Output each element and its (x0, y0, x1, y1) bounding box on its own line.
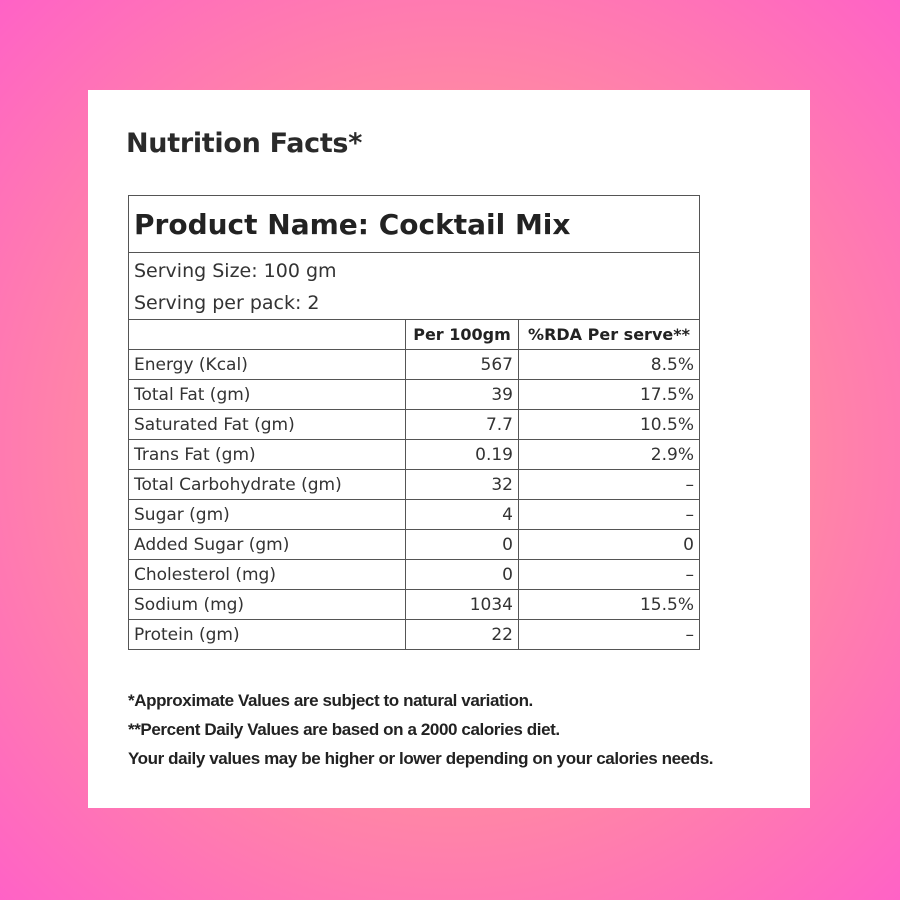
nutrient-row: Saturated Fat (gm) 7.7 10.5% (128, 409, 700, 440)
nutrient-name: Sodium (mg) (128, 589, 406, 620)
nutrient-value: 2.9% (518, 439, 700, 470)
nutrient-row: Protein (gm) 22– (128, 619, 700, 650)
nutrition-table: Product Name: Cocktail Mix Serving Size:… (128, 195, 700, 650)
column-header: Per 100gm (405, 319, 519, 350)
nutrient-row: Cholesterol (mg) 0– (128, 559, 700, 590)
nutrient-value: 1034 (405, 589, 519, 620)
title: Nutrition Facts* (126, 128, 363, 159)
nutrient-name: Sugar (gm) (128, 499, 406, 530)
nutrient-value: – (518, 469, 700, 500)
nutrient-value: – (518, 499, 700, 530)
footnote: Your daily values may be higher or lower… (128, 749, 714, 768)
nutrient-value: – (518, 619, 700, 650)
nutrient-value: 8.5% (518, 349, 700, 380)
nutrient-name: Saturated Fat (gm) (128, 409, 406, 440)
nutrient-value: 15.5% (518, 589, 700, 620)
header-blank (128, 319, 406, 350)
nutrient-value: – (518, 559, 700, 590)
footnotes: *Approximate Values are subject to natur… (128, 686, 713, 773)
serving-info: Serving Size: 100 gm Serving per pack: 2 (128, 252, 700, 320)
nutrient-value: 0 (405, 529, 519, 560)
footnote: **Percent Daily Values are based on a 20… (128, 720, 560, 739)
header-row: Per 100gm %RDA Per serve** (128, 319, 700, 350)
nutrient-row: Sugar (gm) 4– (128, 499, 700, 530)
column-header: %RDA Per serve** (518, 319, 700, 350)
nutrient-name: Trans Fat (gm) (128, 439, 406, 470)
nutrient-name: Total Fat (gm) (128, 379, 406, 410)
nutrient-value: 10.5% (518, 409, 700, 440)
nutrient-row: Sodium (mg) 1034 15.5% (128, 589, 700, 620)
nutrient-name: Protein (gm) (128, 619, 406, 650)
nutrient-row: Trans Fat (gm) 0.19 2.9% (128, 439, 700, 470)
nutrient-value: 4 (405, 499, 519, 530)
nutrient-value: 0 (405, 559, 519, 590)
servings-per-pack: Serving per pack: 2 (134, 292, 320, 314)
label-card: Nutrition Facts* Product Name: Cocktail … (88, 90, 810, 808)
nutrient-value: 32 (405, 469, 519, 500)
nutrient-name: Total Carbohydrate (gm) (128, 469, 406, 500)
nutrient-name: Cholesterol (mg) (128, 559, 406, 590)
product-row: Product Name: Cocktail Mix (128, 195, 700, 253)
footnote: *Approximate Values are subject to natur… (128, 691, 533, 710)
nutrient-value: 567 (405, 349, 519, 380)
nutrient-row: Added Sugar (gm) 0 0 (128, 529, 700, 560)
nutrient-value: 0 (518, 529, 700, 560)
nutrient-name: Added Sugar (gm) (128, 529, 406, 560)
serving-size: Serving Size: 100 gm (134, 260, 337, 282)
nutrient-value: 7.7 (405, 409, 519, 440)
nutrient-row: Energy (Kcal) 567 8.5% (128, 349, 700, 380)
nutrient-value: 17.5% (518, 379, 700, 410)
product-name: Product Name: Cocktail Mix (128, 195, 700, 253)
serving-row: Serving Size: 100 gm Serving per pack: 2 (128, 252, 700, 320)
nutrient-value: 39 (405, 379, 519, 410)
nutrient-value: 22 (405, 619, 519, 650)
nutrient-row: Total Fat (gm) 39 17.5% (128, 379, 700, 410)
nutrient-value: 0.19 (405, 439, 519, 470)
nutrient-name: Energy (Kcal) (128, 349, 406, 380)
nutrient-row: Total Carbohydrate (gm) 32– (128, 469, 700, 500)
